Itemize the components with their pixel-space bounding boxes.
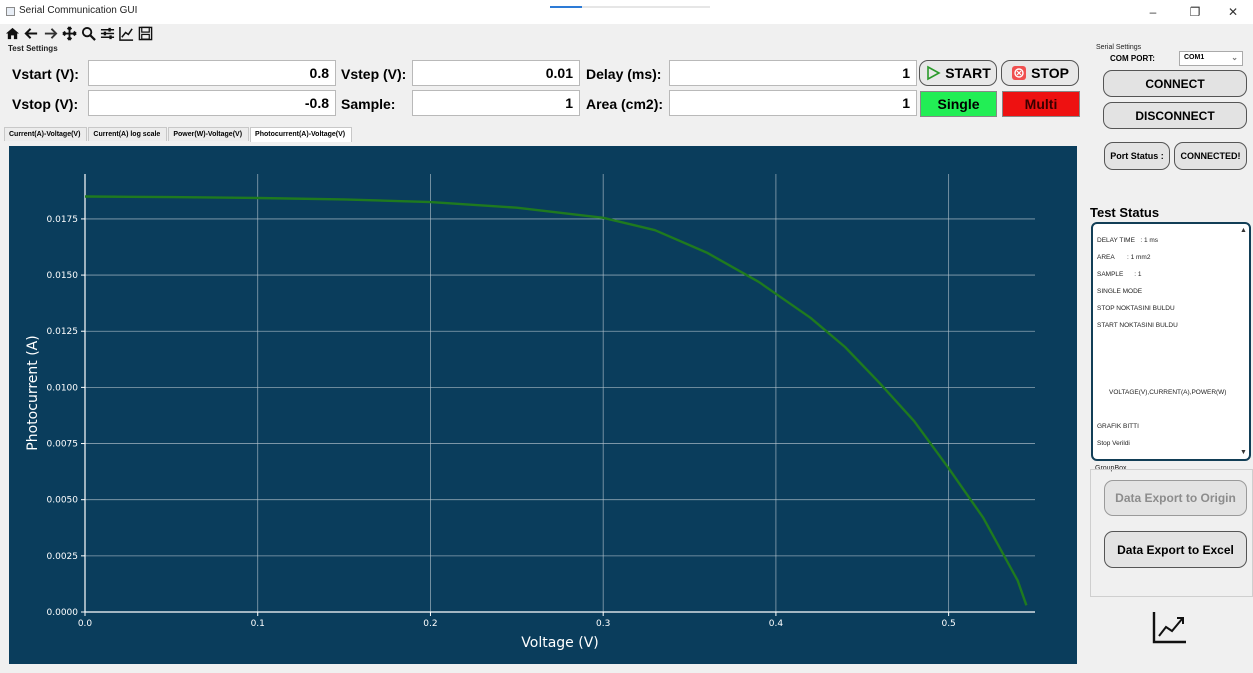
multi-mode-button[interactable]: Multi bbox=[1002, 91, 1080, 117]
status-line: SINGLE MODE bbox=[1097, 288, 1143, 295]
vstep-label: Vstep (V): bbox=[341, 66, 407, 82]
scroll-down-icon[interactable]: ▼ bbox=[1240, 449, 1247, 456]
com-port-select[interactable]: COM1 ⌄ bbox=[1179, 51, 1243, 66]
vstep-input[interactable]: 0.01 bbox=[412, 60, 580, 86]
y-tick-label: 0.0100 bbox=[47, 383, 79, 393]
tab-photocurrent-voltage[interactable]: Photocurrent(A)-Voltage(V) bbox=[250, 127, 353, 142]
vstop-input[interactable]: -0.8 bbox=[88, 90, 336, 116]
y-tick-label: 0.0050 bbox=[47, 496, 79, 506]
back-arrow-icon[interactable] bbox=[23, 25, 39, 41]
minimize-button[interactable]: – bbox=[1149, 5, 1157, 19]
x-tick-label: 0.5 bbox=[941, 619, 955, 629]
status-line: VOLTAGE(V),CURRENT(A),POWER(W) bbox=[1109, 389, 1227, 396]
progress-indicator bbox=[550, 6, 710, 8]
status-line: DELAY TIME : 1 ms bbox=[1097, 237, 1159, 244]
photocurrent-plot[interactable]: 0.0 0.1 0.2 0.3 0.4 0.5 0.0000 0.0025 0.0050 0.00… bbox=[9, 146, 1077, 664]
port-status-value: CONNECTED! bbox=[1174, 142, 1247, 170]
delay-input[interactable]: 1 bbox=[669, 60, 917, 86]
x-tick-label: 0.2 bbox=[423, 619, 437, 629]
test-status-title: Test Status bbox=[1090, 205, 1160, 220]
status-line: GRAFIK BITTI bbox=[1097, 423, 1139, 430]
save-icon[interactable] bbox=[137, 25, 153, 41]
zoom-icon[interactable] bbox=[80, 25, 96, 41]
sample-label: Sample: bbox=[341, 96, 396, 112]
chart-line-icon bbox=[1152, 612, 1186, 644]
tab-power-voltage[interactable]: Power(W)-Voltage(V) bbox=[168, 127, 250, 141]
status-line: START NOKTASINI BULDU bbox=[1097, 322, 1178, 329]
plot-toolbar bbox=[4, 25, 153, 43]
chart-svg: 0.0 0.1 0.2 0.3 0.4 0.5 0.0000 0.0025 0.0050 0.00… bbox=[25, 174, 1035, 651]
start-button-label: START bbox=[945, 65, 991, 81]
graph-tabs: Current(A)-Voltage(V) Current(A) log sca… bbox=[4, 127, 353, 142]
single-mode-button[interactable]: Single bbox=[920, 91, 997, 117]
disconnect-button[interactable]: DISCONNECT bbox=[1103, 102, 1247, 129]
scroll-up-icon[interactable]: ▲ bbox=[1240, 227, 1247, 234]
y-tick-label: 0.0025 bbox=[47, 552, 79, 562]
com-port-label: COM PORT: bbox=[1110, 54, 1155, 63]
vstop-label: Vstop (V): bbox=[12, 96, 79, 112]
close-button[interactable]: ✕ bbox=[1227, 5, 1239, 19]
app-icon bbox=[6, 7, 15, 16]
stop-button-label: STOP bbox=[1031, 65, 1069, 81]
delay-label: Delay (ms): bbox=[586, 66, 662, 82]
test-status-log[interactable]: DELAY TIME : 1 ms AREA : 1 mm2 SAMPLE : … bbox=[1091, 222, 1251, 461]
status-scrollbar[interactable]: ▲ ▼ bbox=[1239, 226, 1248, 457]
groupbox-label: GroupBox bbox=[1095, 465, 1127, 472]
tab-current-voltage[interactable]: Current(A)-Voltage(V) bbox=[4, 127, 88, 141]
progress-fill bbox=[550, 6, 582, 8]
y-tick-label: 0.0125 bbox=[47, 327, 79, 337]
area-label: Area (cm2): bbox=[586, 96, 664, 112]
y-tick-label: 0.0000 bbox=[47, 608, 79, 618]
sample-input[interactable]: 1 bbox=[412, 90, 580, 116]
vstart-label: Vstart (V): bbox=[12, 66, 79, 82]
maximize-button[interactable]: ❐ bbox=[1189, 5, 1201, 19]
chevron-down-icon: ⌄ bbox=[1231, 53, 1238, 62]
x-tick-label: 0.1 bbox=[251, 619, 265, 629]
export-origin-button[interactable]: Data Export to Origin bbox=[1104, 480, 1247, 516]
forward-arrow-icon[interactable] bbox=[42, 25, 58, 41]
tab-current-log-scale[interactable]: Current(A) log scale bbox=[88, 127, 168, 141]
status-line: Stop Verildi bbox=[1097, 440, 1130, 447]
com-port-value: COM1 bbox=[1184, 54, 1205, 61]
y-tick-label: 0.0150 bbox=[47, 271, 79, 281]
window-title: Serial Communication GUI bbox=[19, 5, 138, 16]
test-settings-label: Test Settings bbox=[8, 44, 58, 53]
photocurrent-series-line bbox=[84, 195, 1028, 606]
edit-axis-icon[interactable] bbox=[118, 25, 134, 41]
serial-settings-label: Serial Settings bbox=[1096, 44, 1142, 51]
x-axis-label: Voltage (V) bbox=[521, 635, 598, 651]
stop-icon bbox=[1012, 66, 1027, 80]
x-tick-label: 0.3 bbox=[596, 619, 610, 629]
status-line: AREA : 1 mm2 bbox=[1097, 254, 1151, 261]
title-bar: Serial Communication GUI – ❐ ✕ bbox=[0, 0, 1253, 24]
vstart-input[interactable]: 0.8 bbox=[88, 60, 336, 86]
y-tick-label: 0.0075 bbox=[47, 440, 79, 450]
y-axis-label: Photocurrent (A) bbox=[25, 335, 41, 450]
stop-button[interactable]: STOP bbox=[1001, 60, 1079, 86]
connect-button[interactable]: CONNECT bbox=[1103, 70, 1247, 97]
start-button[interactable]: START bbox=[919, 60, 997, 86]
x-tick-label: 0.0 bbox=[78, 619, 93, 629]
status-line: SAMPLE : 1 bbox=[1097, 271, 1142, 278]
area-input[interactable]: 1 bbox=[669, 90, 917, 116]
play-icon bbox=[927, 65, 941, 81]
status-line: STOP NOKTASINI BULDU bbox=[1097, 305, 1175, 312]
export-excel-button[interactable]: Data Export to Excel bbox=[1104, 531, 1247, 568]
port-status-label: Port Status : bbox=[1104, 142, 1170, 170]
home-icon[interactable] bbox=[4, 25, 20, 41]
configure-subplots-icon[interactable] bbox=[99, 25, 115, 41]
x-tick-label: 0.4 bbox=[769, 619, 784, 629]
y-tick-label: 0.0175 bbox=[47, 215, 79, 225]
pan-icon[interactable] bbox=[61, 25, 77, 41]
